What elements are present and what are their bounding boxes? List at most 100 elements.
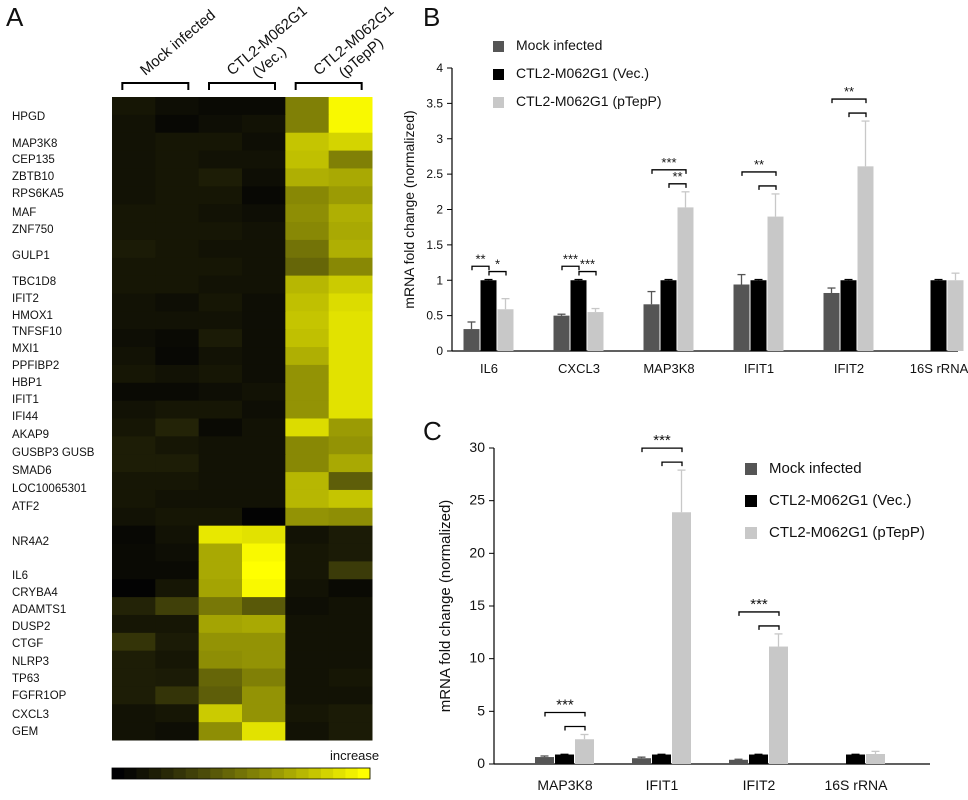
- heatmap-cell: [112, 382, 156, 402]
- significance-label: ***: [556, 697, 574, 714]
- heatmap-cell: [198, 597, 243, 616]
- heatmap-cell: [155, 132, 200, 152]
- y-tick-label: 15: [469, 597, 485, 613]
- gene-label: HPGD: [12, 111, 45, 123]
- bar: [930, 280, 947, 351]
- heatmap-cell: [242, 329, 286, 348]
- x-category-label: IFIT1: [744, 361, 774, 376]
- heatmap-cell: [285, 257, 330, 277]
- color-scale-step: [271, 768, 285, 779]
- significance-bracket: [738, 611, 780, 616]
- panel-label-a: A: [6, 2, 24, 32]
- heatmap-cell: [242, 561, 286, 580]
- heatmap-cell: [155, 150, 200, 169]
- heatmap-cell: [198, 204, 243, 223]
- legend-label: CTL2-M062G1 (pTepP): [516, 93, 662, 109]
- heatmap-cell: [242, 97, 286, 116]
- y-tick-label: 25: [469, 492, 485, 508]
- column-group-bracket: [294, 82, 363, 90]
- heatmap-cell: [198, 257, 243, 277]
- heatmap-cell: [285, 186, 330, 205]
- gene-label: CTGF: [12, 638, 43, 650]
- heatmap-cell: [328, 204, 373, 223]
- y-tick-label: 10: [469, 650, 485, 666]
- heatmap-cell: [285, 436, 330, 455]
- heatmap-cell: [112, 400, 156, 419]
- significance-bracket: [651, 169, 687, 174]
- heatmap-cell: [198, 704, 243, 723]
- bar: [570, 280, 587, 351]
- heatmap-cell: [328, 597, 373, 616]
- heatmap-legend-label: increase: [330, 748, 379, 763]
- heatmap-cell: [328, 293, 373, 312]
- heatmap-cell: [198, 543, 243, 562]
- heatmap-cell: [242, 668, 286, 687]
- heatmap-cell: [155, 257, 200, 277]
- heatmap-cell: [242, 132, 286, 152]
- x-category-label: IL6: [480, 361, 498, 376]
- heatmap-cell: [155, 382, 200, 402]
- heatmap-cell: [328, 275, 373, 294]
- heatmap-cell: [198, 364, 243, 384]
- gene-label: IFIT1: [12, 394, 39, 406]
- heatmap-cell: [285, 347, 330, 366]
- y-tick-label: 20: [469, 544, 485, 560]
- bar: [729, 759, 748, 764]
- heatmap-cell: [242, 382, 286, 402]
- gene-label: TNFSF10: [12, 326, 62, 338]
- heatmap-cell: [328, 150, 373, 169]
- heatmap-cell: [285, 614, 330, 634]
- significance-bracket: [578, 270, 597, 276]
- heatmap-cell: [328, 186, 373, 205]
- heatmap-cell: [242, 168, 286, 187]
- heatmap-cell: [198, 311, 243, 330]
- gene-label: ADAMTS1: [12, 604, 66, 616]
- gene-label: SMAD6: [12, 465, 52, 477]
- heatmap-cell: [285, 311, 330, 330]
- heatmap-cell: [155, 543, 200, 562]
- heatmap-cell: [112, 632, 156, 652]
- heatmap-cell: [242, 400, 286, 419]
- heatmap-cell: [242, 186, 286, 205]
- heatmap-cell: [155, 168, 200, 187]
- bar: [672, 512, 691, 764]
- heatmap-cell: [328, 329, 373, 348]
- heatmap-cell: [112, 329, 156, 348]
- heatmap-cell: [242, 311, 286, 330]
- heatmap-cell: [155, 614, 200, 634]
- heatmap-cell: [112, 722, 156, 741]
- heatmap-cell: [155, 472, 200, 491]
- heatmap-cell: [328, 614, 373, 634]
- significance-label: *: [495, 257, 500, 272]
- heatmap-cell: [285, 472, 330, 491]
- heatmap-cell: [112, 525, 156, 545]
- heatmap-cell: [155, 722, 200, 741]
- color-scale-step: [234, 768, 248, 779]
- heatmap-cell: [112, 489, 156, 509]
- color-scale-step: [173, 768, 187, 779]
- bar: [652, 754, 671, 764]
- heatmap-cell: [242, 543, 286, 562]
- heatmap-cell: [285, 222, 330, 241]
- legend-swatch: [745, 463, 757, 475]
- gene-label: TBC1D8: [12, 276, 56, 288]
- heatmap-cell: [198, 347, 243, 366]
- bar: [643, 304, 660, 351]
- heatmap-cell: [155, 222, 200, 241]
- legend-label: CTL2-M062G1 (Vec.): [769, 492, 912, 509]
- heatmap-cell: [328, 489, 373, 509]
- bar: [846, 754, 865, 764]
- bar: [463, 329, 480, 351]
- heatmap-cell: [155, 329, 200, 348]
- significance-bracket: [488, 270, 507, 276]
- color-scale-step: [148, 768, 162, 779]
- color-scale-step: [112, 768, 125, 779]
- heatmap-cell: [285, 525, 330, 545]
- heatmap-cell: [155, 311, 200, 330]
- heatmap-cell: [112, 454, 156, 473]
- legend-swatch: [493, 69, 504, 80]
- heatmap-cell: [328, 704, 373, 723]
- heatmap-color-scale: [111, 767, 371, 780]
- heatmap-cell: [285, 150, 330, 169]
